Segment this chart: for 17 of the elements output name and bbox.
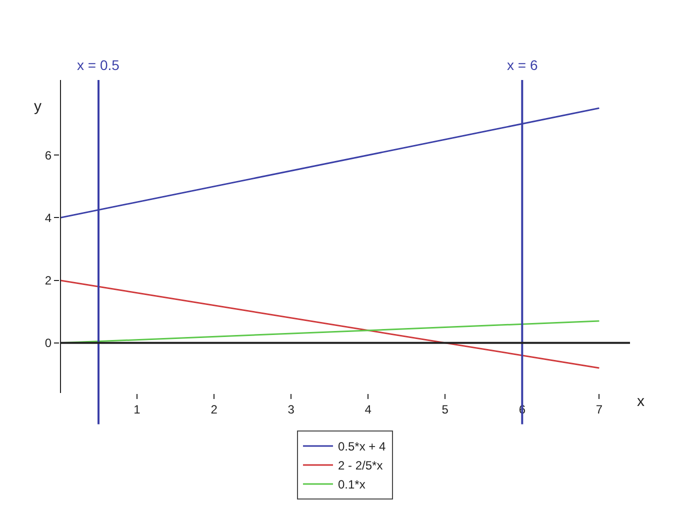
x-tick-label: 4 <box>364 402 372 416</box>
ref-line-label: x = 0.5 <box>77 57 120 73</box>
x-axis-title: x <box>637 393 645 410</box>
y-tick-label: 6 <box>44 148 52 162</box>
y-tick-label: 2 <box>44 274 52 288</box>
legend-label: 2 - 2/5*x <box>338 458 383 473</box>
y-tick-label: 4 <box>44 210 52 225</box>
legend-label: 0.1*x <box>338 478 366 492</box>
x-tick-label: 3 <box>288 402 295 416</box>
ref-line-label: x = 6 <box>507 57 538 73</box>
x-tick-label: 1 <box>134 402 141 416</box>
x-tick-label: 7 <box>596 402 603 416</box>
y-tick-label: 0 <box>44 336 52 350</box>
legend-label: 0.5*x + 4 <box>338 440 386 454</box>
x-tick-label: 5 <box>442 402 449 416</box>
x-tick-label: 2 <box>210 402 218 416</box>
y-axis-title: y <box>34 98 42 115</box>
